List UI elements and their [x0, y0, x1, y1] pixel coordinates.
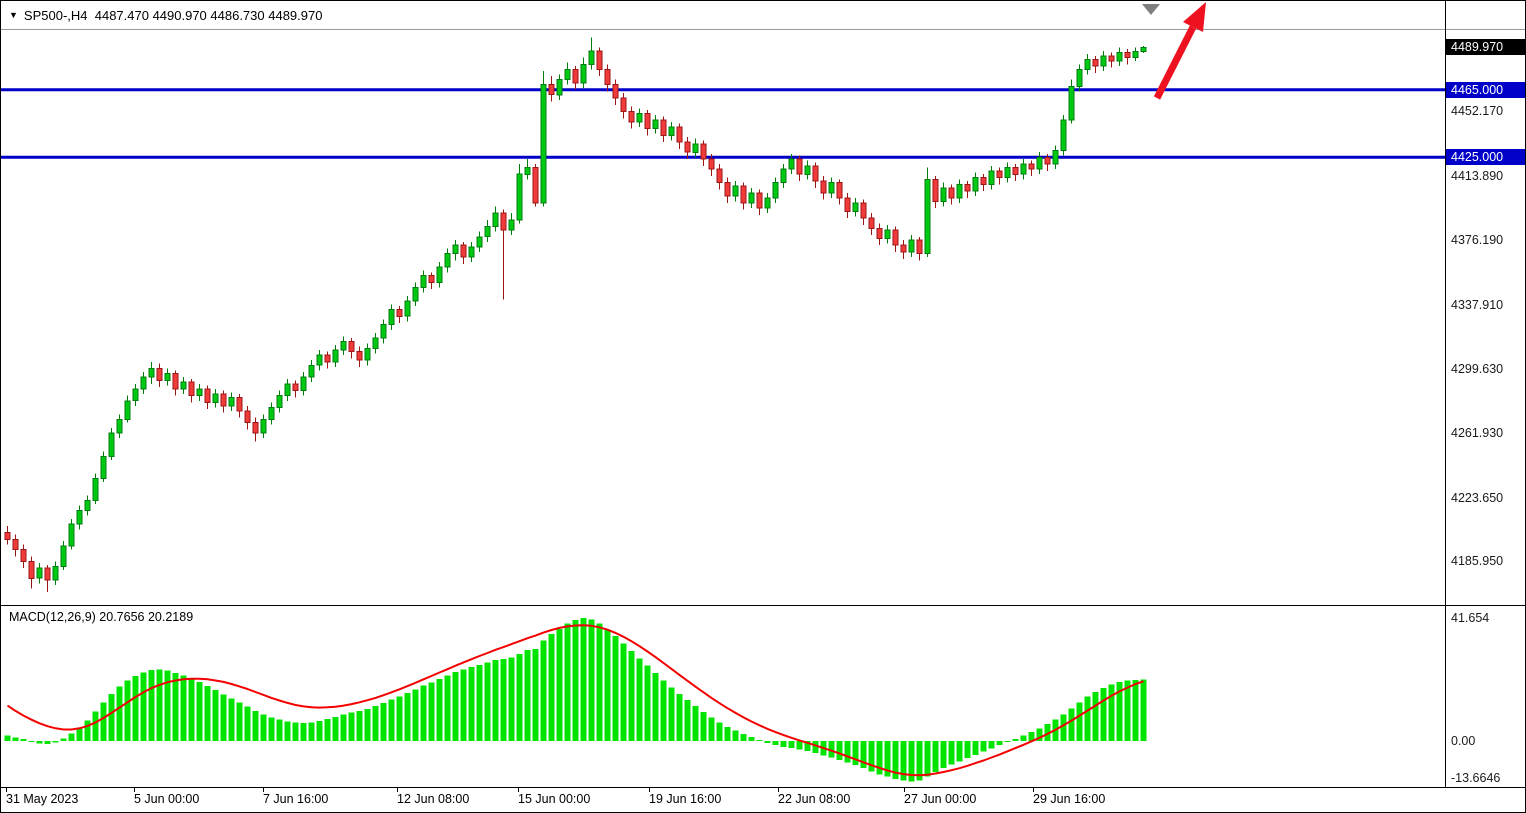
macd-histogram	[4, 618, 1147, 782]
macd-axis-label: -13.6646	[1451, 771, 1501, 785]
chart-header: ▼ SP500-,H4 4487.470 4490.970 4486.730 4…	[1, 1, 1449, 29]
price-axis[interactable]: 4489.970 4465.000 4452.170 4425.000 4413.890…	[1446, 1, 1525, 787]
time-axis-label: 12 Jun 08:00	[397, 792, 470, 806]
price-axis-label: 4337.910	[1451, 298, 1504, 312]
price-axis-label: 4413.890	[1451, 169, 1504, 183]
candles-layer[interactable]	[4, 37, 1147, 592]
time-axis-label: 31 May 2023	[6, 792, 79, 806]
price-axis-label: 4261.930	[1451, 426, 1504, 440]
price-axis-label: 4376.190	[1451, 233, 1504, 247]
time-axis-label: 15 Jun 00:00	[518, 792, 591, 806]
macd-axis-label: 41.654	[1451, 611, 1490, 625]
macd-signal-line	[6, 624, 1144, 777]
time-axis-label: 27 Jun 00:00	[904, 792, 977, 806]
symbol-marker-icon: ▼	[9, 9, 18, 20]
down-triangle-marker-icon[interactable]	[1142, 4, 1160, 15]
level-lines[interactable]	[1, 88, 1445, 159]
trend-arrow[interactable]	[1153, 2, 1206, 100]
level-price-tag: 4425.000	[1446, 149, 1525, 165]
price-axis-label: 4299.630	[1451, 362, 1504, 376]
time-axis-label: 5 Jun 00:00	[134, 792, 200, 806]
macd-axis-label: 0.00	[1451, 734, 1476, 748]
price-axis-label: 4185.950	[1451, 554, 1504, 568]
panel-borders	[1, 1, 1525, 792]
macd-indicator-label: MACD(12,26,9) 20.7656 20.2189	[9, 610, 194, 624]
price-axis-label: 4223.650	[1451, 491, 1504, 505]
time-axis-label: 19 Jun 16:00	[649, 792, 722, 806]
time-axis[interactable]: 31 May 2023 5 Jun 00:00 7 Jun 16:00 12 Jun …	[1, 788, 1525, 812]
time-axis-label: 22 Jun 08:00	[778, 792, 851, 806]
price-axis-label: 4452.170	[1451, 104, 1504, 118]
ohlc-readout: SP500-,H4 4487.470 4490.970 4486.730 448…	[23, 7, 323, 23]
level-price-tag: 4465.000	[1446, 82, 1525, 98]
time-axis-label: 7 Jun 16:00	[263, 792, 329, 806]
current-price-tag: 4489.970	[1446, 39, 1525, 55]
time-axis-label: 29 Jun 16:00	[1033, 792, 1106, 806]
